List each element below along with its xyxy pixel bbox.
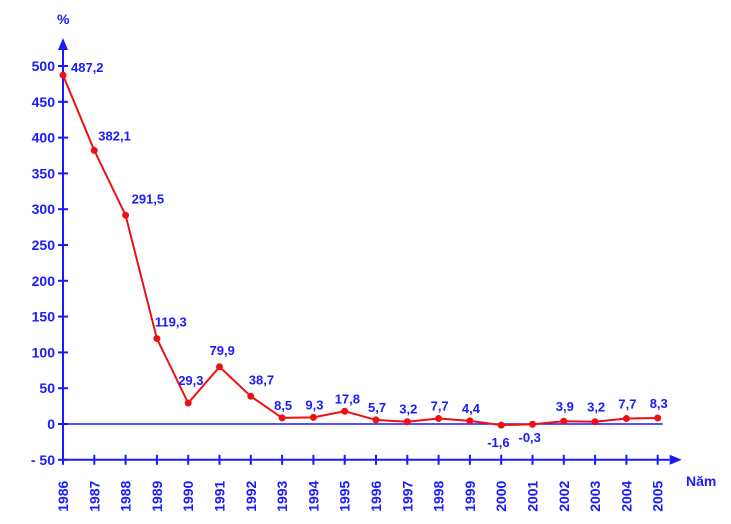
y-tick-label: 300 [32, 201, 56, 217]
data-label: 7,7 [618, 396, 636, 411]
data-point [59, 71, 67, 79]
x-tick-label: 1990 [180, 480, 196, 511]
data-point [216, 363, 223, 371]
x-tick-label: 1992 [243, 480, 259, 511]
x-axis-arrow-icon [669, 454, 682, 465]
x-axis-label: Năm [686, 473, 716, 489]
y-tick-label: 50 [39, 380, 55, 396]
data-label: 8,5 [274, 398, 292, 413]
x-tick-label: 1998 [431, 480, 447, 511]
data-label: 4,4 [462, 401, 481, 416]
y-tick-label: 500 [32, 58, 56, 74]
y-axis-label: % [57, 11, 70, 27]
x-tick-label: 2000 [493, 480, 509, 511]
x-tick-label: 1994 [305, 480, 321, 511]
data-point [435, 414, 443, 422]
x-tick-label: 2004 [618, 480, 634, 511]
data-label: 119,3 [155, 315, 187, 330]
y-tick-label: 250 [32, 237, 56, 253]
y-axis-arrow-icon [58, 38, 68, 50]
data-point [122, 211, 130, 219]
y-tick-label: 450 [32, 94, 56, 110]
x-tick-label: 1993 [274, 480, 290, 511]
data-point [309, 413, 317, 421]
data-point [247, 392, 255, 400]
x-tick-label: 1987 [86, 480, 102, 511]
x-tick-label: 2003 [587, 480, 603, 511]
x-tick-label: 1999 [462, 480, 478, 511]
data-label: 8,3 [650, 396, 668, 411]
y-tick-label: 200 [32, 273, 56, 289]
data-point [622, 414, 630, 422]
data-point [341, 407, 349, 415]
data-label: 3,9 [556, 399, 574, 414]
data-point [153, 335, 161, 343]
y-tick-label: 100 [32, 344, 56, 360]
y-tick-label: 400 [32, 130, 56, 146]
data-label: 382,1 [98, 128, 131, 143]
data-point [466, 417, 474, 425]
data-label: 79,9 [210, 343, 235, 358]
y-tick-label: 0 [47, 416, 55, 432]
data-label: 5,7 [368, 400, 386, 415]
data-label: 291,5 [132, 191, 165, 206]
y-tick-label: 150 [32, 309, 56, 325]
data-label: 487,2 [71, 60, 104, 75]
x-tick-label: 1991 [212, 480, 228, 511]
data-label: -1,6 [487, 435, 509, 450]
x-tick-label: 1997 [399, 480, 415, 511]
y-tick-label: 350 [32, 165, 56, 181]
data-point [278, 414, 286, 422]
data-point [372, 416, 380, 424]
data-label: 3,2 [399, 402, 417, 417]
data-point [403, 418, 411, 426]
x-tick-label: 2002 [556, 480, 572, 511]
data-label: 9,3 [305, 397, 323, 412]
data-point [591, 418, 599, 426]
data-point [90, 146, 98, 154]
x-tick-label: 1989 [149, 480, 165, 511]
data-label: 3,2 [587, 400, 605, 415]
data-label: 38,7 [249, 372, 274, 387]
data-point [184, 399, 192, 407]
data-label: 17,8 [335, 391, 360, 406]
y-tick-label: - 50 [31, 452, 55, 468]
x-tick-label: 1986 [55, 480, 71, 511]
x-tick-label: 1988 [118, 480, 134, 511]
data-label: -0,3 [519, 430, 541, 445]
series-line [62, 74, 658, 427]
x-tick-label: 2005 [650, 480, 666, 511]
data-point [560, 417, 568, 425]
data-point [654, 414, 662, 422]
x-tick-label: 2001 [525, 480, 541, 511]
data-point [497, 421, 505, 429]
data-label: 29,3 [178, 373, 203, 388]
data-point [529, 420, 536, 428]
x-tick-label: 1996 [368, 480, 384, 511]
data-label: 7,7 [431, 398, 449, 413]
x-tick-label: 1995 [337, 480, 353, 511]
